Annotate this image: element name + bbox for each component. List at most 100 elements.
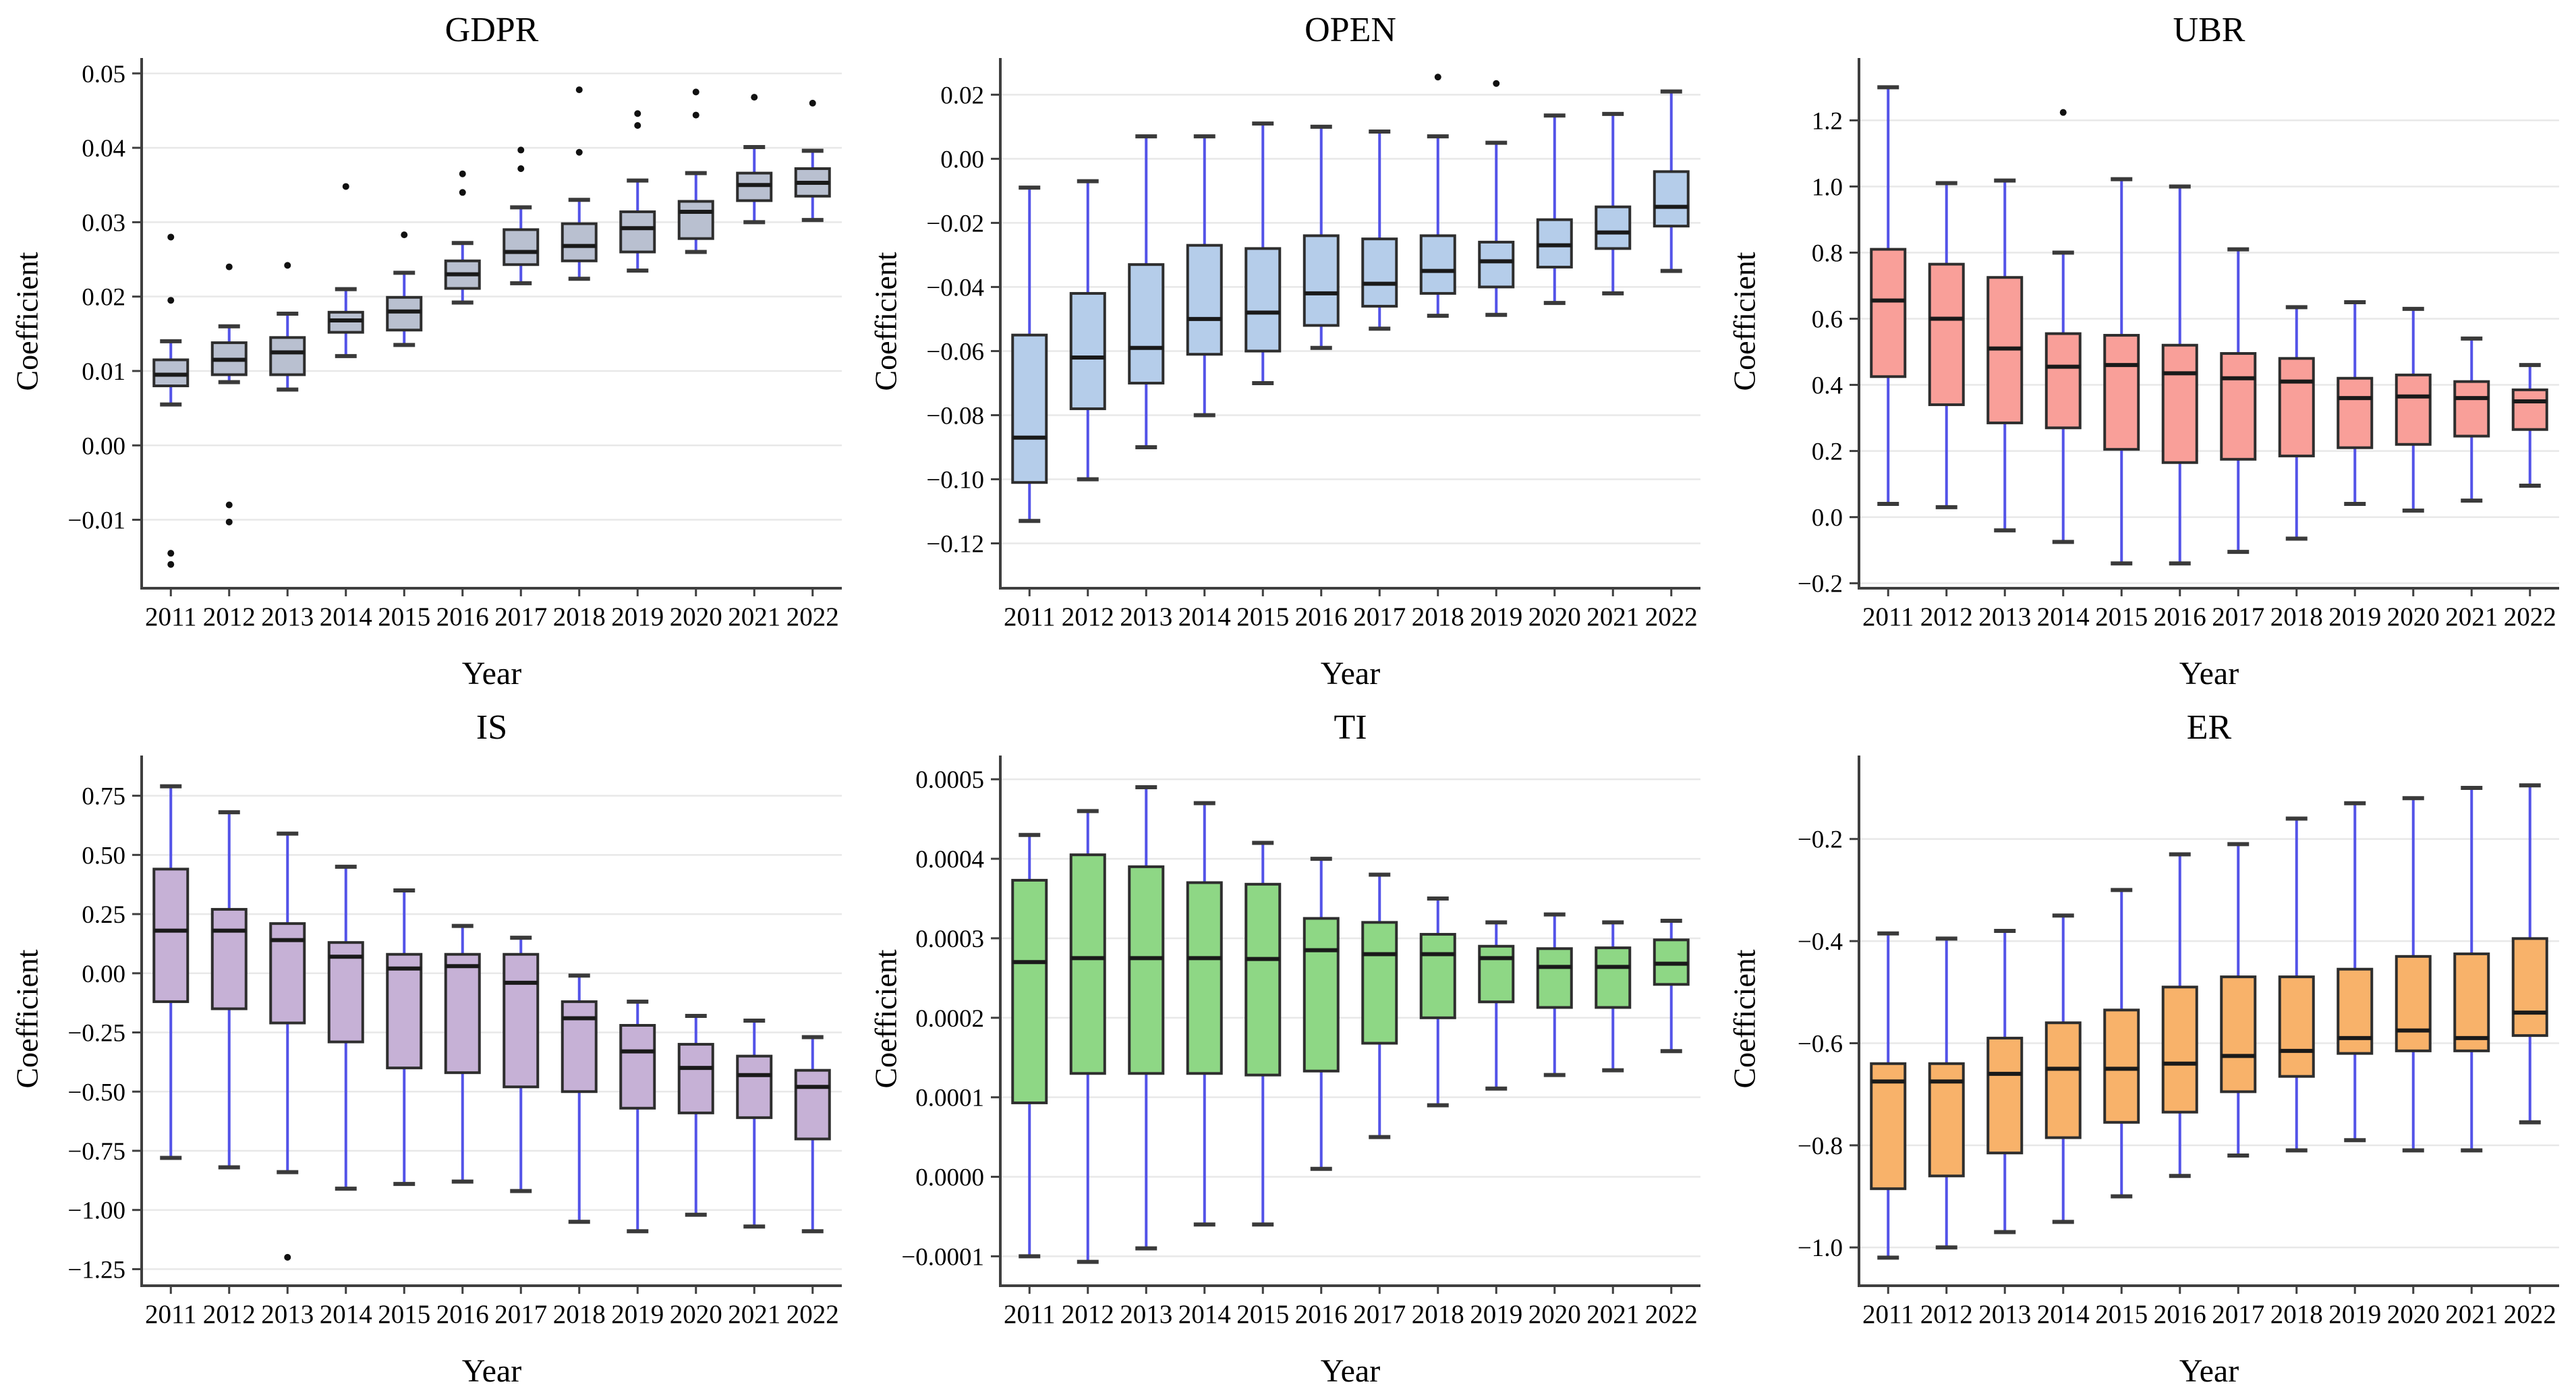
svg-text:2022: 2022 bbox=[2504, 602, 2556, 631]
svg-text:−0.6: −0.6 bbox=[1798, 1030, 1843, 1058]
svg-text:−0.75: −0.75 bbox=[67, 1138, 125, 1166]
boxplot-svg-er: −0.2 −0.4 −0.6 −0.8 −1.0 2011 2012 2013 2014 2015… bbox=[1798, 756, 2559, 1329]
svg-text:2014: 2014 bbox=[320, 1300, 372, 1329]
svg-text:2012: 2012 bbox=[1920, 602, 1973, 631]
svg-text:2022: 2022 bbox=[786, 1300, 839, 1329]
svg-text:2016: 2016 bbox=[2154, 602, 2206, 631]
svg-text:−0.02: −0.02 bbox=[926, 210, 984, 237]
svg-text:2017: 2017 bbox=[1353, 1300, 1406, 1329]
svg-text:2020: 2020 bbox=[670, 602, 722, 631]
svg-text:0.0005: 0.0005 bbox=[915, 766, 984, 794]
svg-text:2012: 2012 bbox=[203, 1300, 256, 1329]
svg-text:2019: 2019 bbox=[1470, 602, 1522, 631]
svg-text:2012: 2012 bbox=[203, 602, 256, 631]
panel-open: OPEN Coefficient 0.02 0.00 −0.02 −0.04 −0.06… bbox=[859, 0, 1717, 698]
svg-text:2014: 2014 bbox=[1178, 1300, 1231, 1329]
svg-text:−1.25: −1.25 bbox=[67, 1256, 125, 1284]
svg-text:2021: 2021 bbox=[2445, 1300, 2498, 1329]
svg-text:0.0002: 0.0002 bbox=[915, 1005, 984, 1033]
svg-text:−0.06: −0.06 bbox=[926, 338, 984, 366]
svg-text:−0.50: −0.50 bbox=[67, 1079, 125, 1106]
svg-text:2017: 2017 bbox=[2212, 1300, 2264, 1329]
svg-text:2011: 2011 bbox=[145, 602, 197, 631]
svg-text:2017: 2017 bbox=[494, 1300, 547, 1329]
svg-text:−0.04: −0.04 bbox=[926, 274, 984, 302]
svg-text:0.00: 0.00 bbox=[82, 432, 125, 460]
svg-text:2015: 2015 bbox=[1236, 602, 1289, 631]
svg-text:1.0: 1.0 bbox=[1812, 173, 1843, 201]
svg-text:1.2: 1.2 bbox=[1812, 107, 1843, 135]
svg-text:2014: 2014 bbox=[2037, 1300, 2090, 1329]
svg-text:2011: 2011 bbox=[1004, 602, 1056, 631]
boxplot-svg-is: 0.75 0.50 0.25 0.00 −0.25 −0.50 −0.75 −1.00 −1.2… bbox=[67, 756, 842, 1329]
panel-gdpr: GDPR Coefficient 0.05 0.04 0.03 0.02 0.01 0.0… bbox=[0, 0, 859, 698]
svg-text:2021: 2021 bbox=[728, 1300, 780, 1329]
svg-text:2013: 2013 bbox=[261, 1300, 314, 1329]
svg-text:2018: 2018 bbox=[553, 602, 606, 631]
svg-text:2020: 2020 bbox=[1528, 1300, 1581, 1329]
svg-text:0.8: 0.8 bbox=[1812, 239, 1843, 267]
svg-text:2018: 2018 bbox=[553, 1300, 606, 1329]
svg-text:2017: 2017 bbox=[494, 602, 547, 631]
svg-text:2011: 2011 bbox=[1862, 1300, 1914, 1329]
svg-text:2019: 2019 bbox=[2328, 602, 2381, 631]
svg-text:2017: 2017 bbox=[1353, 602, 1406, 631]
chart-title-er: ER bbox=[2186, 708, 2232, 747]
svg-text:0.6: 0.6 bbox=[1812, 306, 1843, 334]
svg-text:−0.25: −0.25 bbox=[67, 1020, 125, 1048]
svg-text:0.00: 0.00 bbox=[82, 961, 125, 988]
boxplot-svg-open: 0.02 0.00 −0.02 −0.04 −0.06 −0.08 −0.10 −0.12 20… bbox=[926, 58, 1700, 631]
svg-text:0.00: 0.00 bbox=[940, 146, 984, 173]
svg-text:2022: 2022 bbox=[2504, 1300, 2556, 1329]
svg-text:2018: 2018 bbox=[2270, 1300, 2323, 1329]
boxplot-svg-ti: 0.0005 0.0004 0.0003 0.0002 0.0001 0.0000 −0.0… bbox=[901, 756, 1700, 1329]
x-axis-label-open: Year bbox=[1320, 656, 1381, 691]
svg-text:2020: 2020 bbox=[1528, 602, 1581, 631]
svg-text:2019: 2019 bbox=[1470, 1300, 1522, 1329]
svg-text:0.04: 0.04 bbox=[82, 135, 125, 163]
svg-text:0.0003: 0.0003 bbox=[915, 926, 984, 953]
svg-text:−0.12: −0.12 bbox=[926, 530, 984, 558]
svg-text:−0.01: −0.01 bbox=[67, 507, 125, 535]
svg-text:−0.0001: −0.0001 bbox=[901, 1243, 984, 1271]
svg-text:2018: 2018 bbox=[1412, 1300, 1464, 1329]
svg-text:2022: 2022 bbox=[1645, 1300, 1698, 1329]
svg-text:2015: 2015 bbox=[2095, 1300, 2148, 1329]
svg-text:0.05: 0.05 bbox=[82, 61, 125, 88]
svg-text:2022: 2022 bbox=[1645, 602, 1698, 631]
svg-text:2016: 2016 bbox=[1295, 602, 1348, 631]
svg-text:0.4: 0.4 bbox=[1812, 372, 1843, 400]
x-axis-label-gdpr: Year bbox=[461, 656, 522, 691]
svg-text:2016: 2016 bbox=[1295, 1300, 1348, 1329]
chart-title-is: IS bbox=[476, 708, 508, 747]
svg-text:2019: 2019 bbox=[611, 602, 664, 631]
svg-text:2014: 2014 bbox=[1178, 602, 1231, 631]
svg-text:−0.4: −0.4 bbox=[1798, 928, 1843, 956]
svg-text:2015: 2015 bbox=[378, 1300, 430, 1329]
svg-text:0.25: 0.25 bbox=[82, 901, 125, 929]
svg-text:2012: 2012 bbox=[1062, 602, 1114, 631]
svg-text:0.01: 0.01 bbox=[82, 358, 125, 386]
chart-title-open: OPEN bbox=[1305, 11, 1396, 49]
x-axis-label-ti: Year bbox=[1320, 1353, 1381, 1389]
svg-text:2016: 2016 bbox=[436, 1300, 489, 1329]
svg-text:2018: 2018 bbox=[1412, 602, 1464, 631]
svg-text:2014: 2014 bbox=[320, 602, 372, 631]
svg-text:2019: 2019 bbox=[611, 1300, 664, 1329]
svg-text:2012: 2012 bbox=[1920, 1300, 1973, 1329]
svg-text:0.0001: 0.0001 bbox=[915, 1085, 984, 1112]
svg-text:2011: 2011 bbox=[145, 1300, 197, 1329]
x-axis-label-is: Year bbox=[461, 1353, 522, 1389]
svg-text:2016: 2016 bbox=[2154, 1300, 2206, 1329]
chart-title-ubr: UBR bbox=[2173, 11, 2245, 49]
svg-text:2011: 2011 bbox=[1004, 1300, 1056, 1329]
svg-text:2013: 2013 bbox=[1978, 602, 2031, 631]
svg-text:2013: 2013 bbox=[1120, 602, 1172, 631]
svg-text:0.03: 0.03 bbox=[82, 209, 125, 237]
svg-text:2016: 2016 bbox=[436, 602, 489, 631]
chart-title-ti: TI bbox=[1334, 708, 1367, 747]
panel-ti: TI Coefficient 0.0005 0.0004 0.0003 0.0002 0… bbox=[859, 698, 1717, 1395]
svg-text:2014: 2014 bbox=[2037, 602, 2090, 631]
